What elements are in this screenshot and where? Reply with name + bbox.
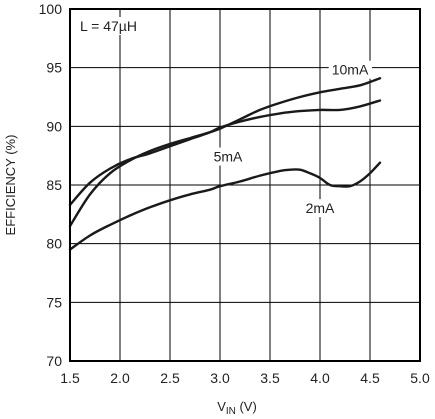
y-tick-label: 75 bbox=[46, 294, 62, 310]
x-tick-label: 5.0 bbox=[410, 370, 430, 386]
annotation-background bbox=[77, 17, 140, 35]
y-tick-label: 95 bbox=[46, 60, 62, 76]
x-tick-label: 4.0 bbox=[310, 370, 330, 386]
plot-frame bbox=[69, 8, 421, 362]
y-tick-label: 80 bbox=[46, 236, 62, 252]
y-tick-label: 70 bbox=[46, 353, 62, 369]
series-lines bbox=[68, 77, 382, 251]
series-label-background bbox=[328, 60, 372, 79]
inductance-annotation: L = 47µH bbox=[80, 18, 137, 34]
x-tick-label: 2.5 bbox=[160, 370, 180, 386]
series-label-2ma: 2mA bbox=[306, 200, 335, 216]
y-tick-label: 85 bbox=[46, 177, 62, 193]
y-axis-title: EFFICIENCY (%) bbox=[3, 135, 18, 236]
x-tick-label: 3.0 bbox=[210, 370, 230, 386]
series-line-2ma bbox=[68, 161, 382, 251]
x-axis-title-subscript: IN bbox=[226, 406, 236, 417]
tick-labels: 1.5 2.0 2.5 3.0 3.5 4.0 4.5 5.0 70 75 80 85 90 95 100 bbox=[39, 1, 430, 386]
y-tick-label: 100 bbox=[39, 1, 63, 17]
x-axis-title-main: V bbox=[217, 399, 226, 414]
series-label-background bbox=[210, 147, 247, 166]
x-tick-label: 4.5 bbox=[360, 370, 380, 386]
x-tick-label: 3.5 bbox=[260, 370, 280, 386]
series-label-5ma: 5mA bbox=[214, 149, 243, 165]
series-line-5ma bbox=[68, 99, 382, 207]
x-axis-title-unit: (V) bbox=[236, 399, 257, 414]
x-tick-label: 2.0 bbox=[110, 370, 130, 386]
series-label-background bbox=[302, 199, 339, 218]
x-axis-title: VIN (V) bbox=[217, 399, 257, 417]
series-labels: 10mA 5mA 2mA bbox=[210, 60, 372, 218]
y-tick-label: 90 bbox=[46, 118, 62, 134]
x-tick-label: 1.5 bbox=[60, 370, 80, 386]
series-label-10ma: 10mA bbox=[332, 62, 369, 78]
